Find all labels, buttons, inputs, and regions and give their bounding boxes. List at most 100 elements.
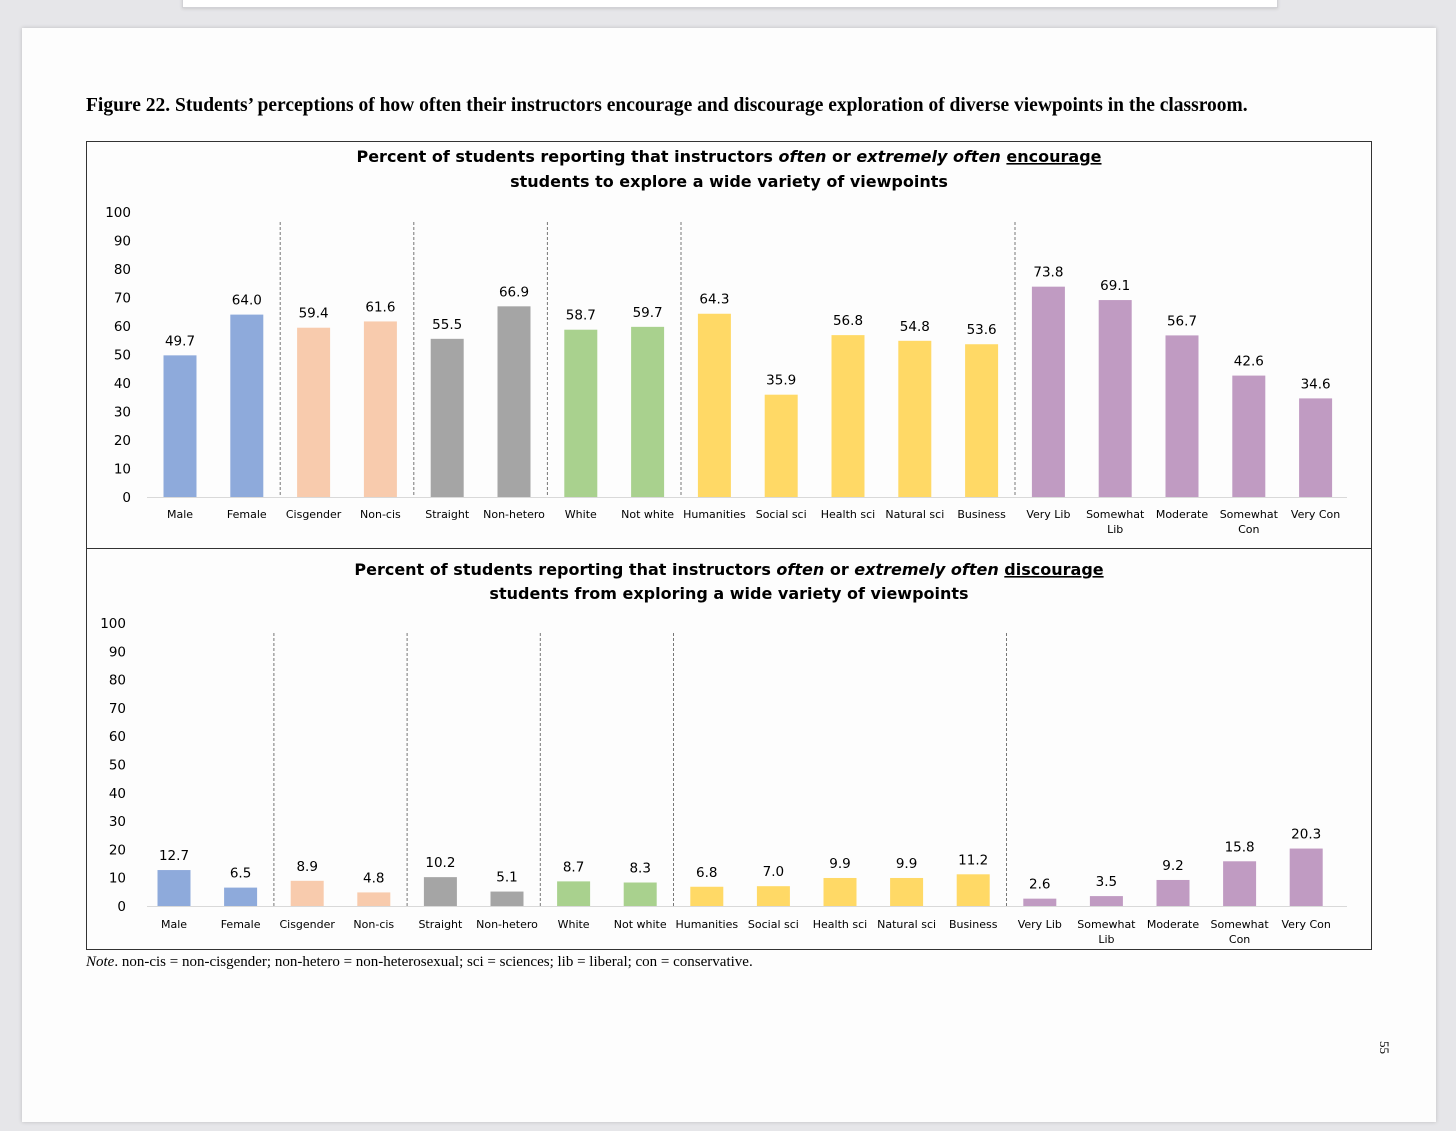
- category-label: Moderate: [1147, 918, 1200, 931]
- data-label: 6.5: [230, 866, 251, 882]
- bar: [1023, 898, 1057, 906]
- y-tick-label: 20: [109, 842, 126, 858]
- bar: [497, 306, 531, 497]
- category-label: Male: [167, 508, 193, 521]
- y-tick-label: 50: [114, 348, 131, 364]
- encourage-bar-chart: Percent of students reporting that instr…: [105, 147, 1347, 536]
- category-label: Male: [161, 918, 187, 931]
- data-label: 11.2: [958, 852, 988, 868]
- data-label: 35.9: [766, 373, 796, 389]
- category-label: Female: [221, 918, 261, 931]
- data-label: 7.0: [763, 864, 784, 880]
- data-label: 53.6: [967, 322, 997, 338]
- category-label: Very Lib: [1018, 918, 1062, 931]
- data-label: 34.6: [1301, 376, 1331, 392]
- bar: [898, 340, 932, 497]
- data-label: 49.7: [165, 333, 195, 349]
- data-label: 56.7: [1167, 313, 1197, 329]
- bar: [1232, 375, 1266, 497]
- data-label: 66.9: [499, 284, 529, 300]
- discourage-chart-panel: Percent of students reporting that instr…: [86, 548, 1372, 950]
- data-label: 64.0: [232, 293, 262, 309]
- category-label: Not white: [621, 508, 674, 521]
- data-label: 61.6: [365, 299, 395, 315]
- y-tick-label: 80: [114, 262, 131, 278]
- data-label: 8.3: [629, 861, 650, 877]
- data-label: 56.8: [833, 313, 863, 329]
- category-label: Lib: [1107, 523, 1123, 536]
- y-tick-label: 90: [114, 234, 131, 250]
- category-label: Somewhat: [1077, 918, 1136, 931]
- y-tick-label: 0: [117, 899, 126, 915]
- discourage-bar-chart: Percent of students reporting that instr…: [100, 560, 1347, 946]
- bar: [1165, 335, 1199, 497]
- category-label: Moderate: [1156, 508, 1209, 521]
- chart-title-segment: Percent of students reporting that instr…: [356, 147, 778, 166]
- category-label: Social sci: [756, 508, 807, 521]
- chart-title-segment: or: [826, 147, 856, 166]
- chart-title-segment: often: [776, 560, 824, 579]
- chart-title-line: Percent of students reporting that instr…: [354, 560, 1103, 579]
- data-label: 8.9: [296, 859, 317, 875]
- bar: [490, 891, 524, 906]
- document-page: Figure 22. Students’ perceptions of how …: [22, 28, 1436, 1122]
- category-label: Non-hetero: [476, 918, 538, 931]
- bar: [430, 338, 464, 497]
- data-label: 42.6: [1234, 354, 1264, 370]
- bar: [157, 870, 191, 906]
- chart-title-segment: often: [779, 147, 827, 166]
- bar: [224, 887, 258, 906]
- bar: [290, 880, 324, 906]
- y-tick-label: 40: [114, 376, 131, 392]
- category-label: Health sci: [813, 918, 867, 931]
- note-text: . non-cis = non-cisgender; non-hetero = …: [114, 954, 753, 970]
- chart-title-line: students to explore a wide variety of vi…: [510, 172, 948, 191]
- category-label: Non-cis: [353, 918, 394, 931]
- encourage-chart-panel: Percent of students reporting that instr…: [86, 141, 1372, 549]
- data-label: 6.8: [696, 865, 717, 881]
- y-tick-label: 0: [122, 490, 131, 506]
- category-label: Natural sci: [877, 918, 936, 931]
- category-label: Con: [1229, 933, 1250, 946]
- bar: [163, 355, 197, 497]
- bar: [690, 886, 724, 906]
- y-tick-label: 10: [114, 462, 131, 478]
- y-tick-label: 100: [105, 205, 131, 221]
- bar: [1156, 879, 1190, 906]
- chart-title-segment: discourage: [1004, 560, 1103, 579]
- category-label: Lib: [1098, 933, 1114, 946]
- data-label: 5.1: [496, 870, 517, 886]
- data-label: 15.8: [1225, 839, 1255, 855]
- chart-title-segment: extremely often: [854, 560, 998, 579]
- category-label: White: [558, 918, 590, 931]
- data-label: 12.7: [159, 848, 189, 864]
- bar: [363, 321, 397, 497]
- category-label: Cisgender: [286, 508, 342, 521]
- y-tick-label: 10: [109, 871, 126, 887]
- category-label: White: [565, 508, 597, 521]
- data-label: 64.3: [699, 292, 729, 308]
- category-label: Health sci: [821, 508, 875, 521]
- chart-title-segment: encourage: [1006, 147, 1101, 166]
- bar: [297, 327, 331, 497]
- category-label: Cisgender: [279, 918, 335, 931]
- category-label: Very Con: [1291, 508, 1340, 521]
- data-label: 9.9: [896, 856, 917, 872]
- bar: [823, 877, 857, 906]
- y-tick-label: 70: [109, 701, 126, 717]
- category-label: Very Con: [1282, 918, 1331, 931]
- y-tick-label: 30: [109, 814, 126, 830]
- chart-title-segment: or: [824, 560, 854, 579]
- category-label: Humanities: [683, 508, 746, 521]
- data-label: 9.9: [829, 856, 850, 872]
- category-label: Natural sci: [885, 508, 944, 521]
- data-label: 10.2: [425, 855, 455, 871]
- category-label: Business: [949, 918, 998, 931]
- category-label: Humanities: [675, 918, 738, 931]
- chart-title-line: students from exploring a wide variety o…: [489, 584, 968, 603]
- y-tick-label: 30: [114, 405, 131, 421]
- y-tick-label: 20: [114, 433, 131, 449]
- bar: [1289, 848, 1323, 906]
- bar: [831, 335, 865, 497]
- y-tick-label: 50: [109, 758, 126, 774]
